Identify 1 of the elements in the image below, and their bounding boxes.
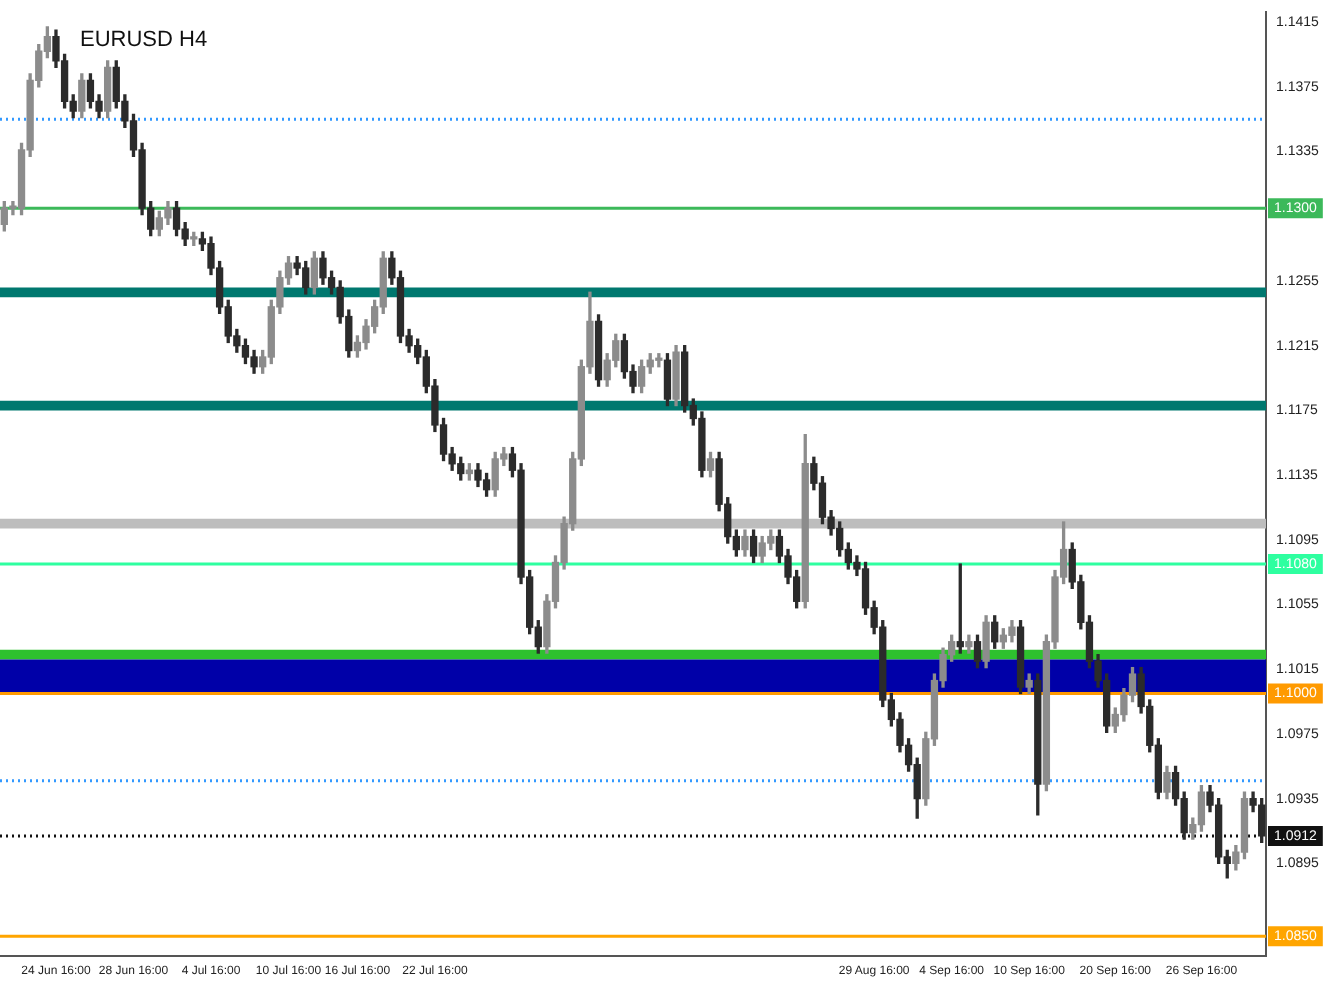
text: EURUSD H4	[80, 28, 208, 53]
